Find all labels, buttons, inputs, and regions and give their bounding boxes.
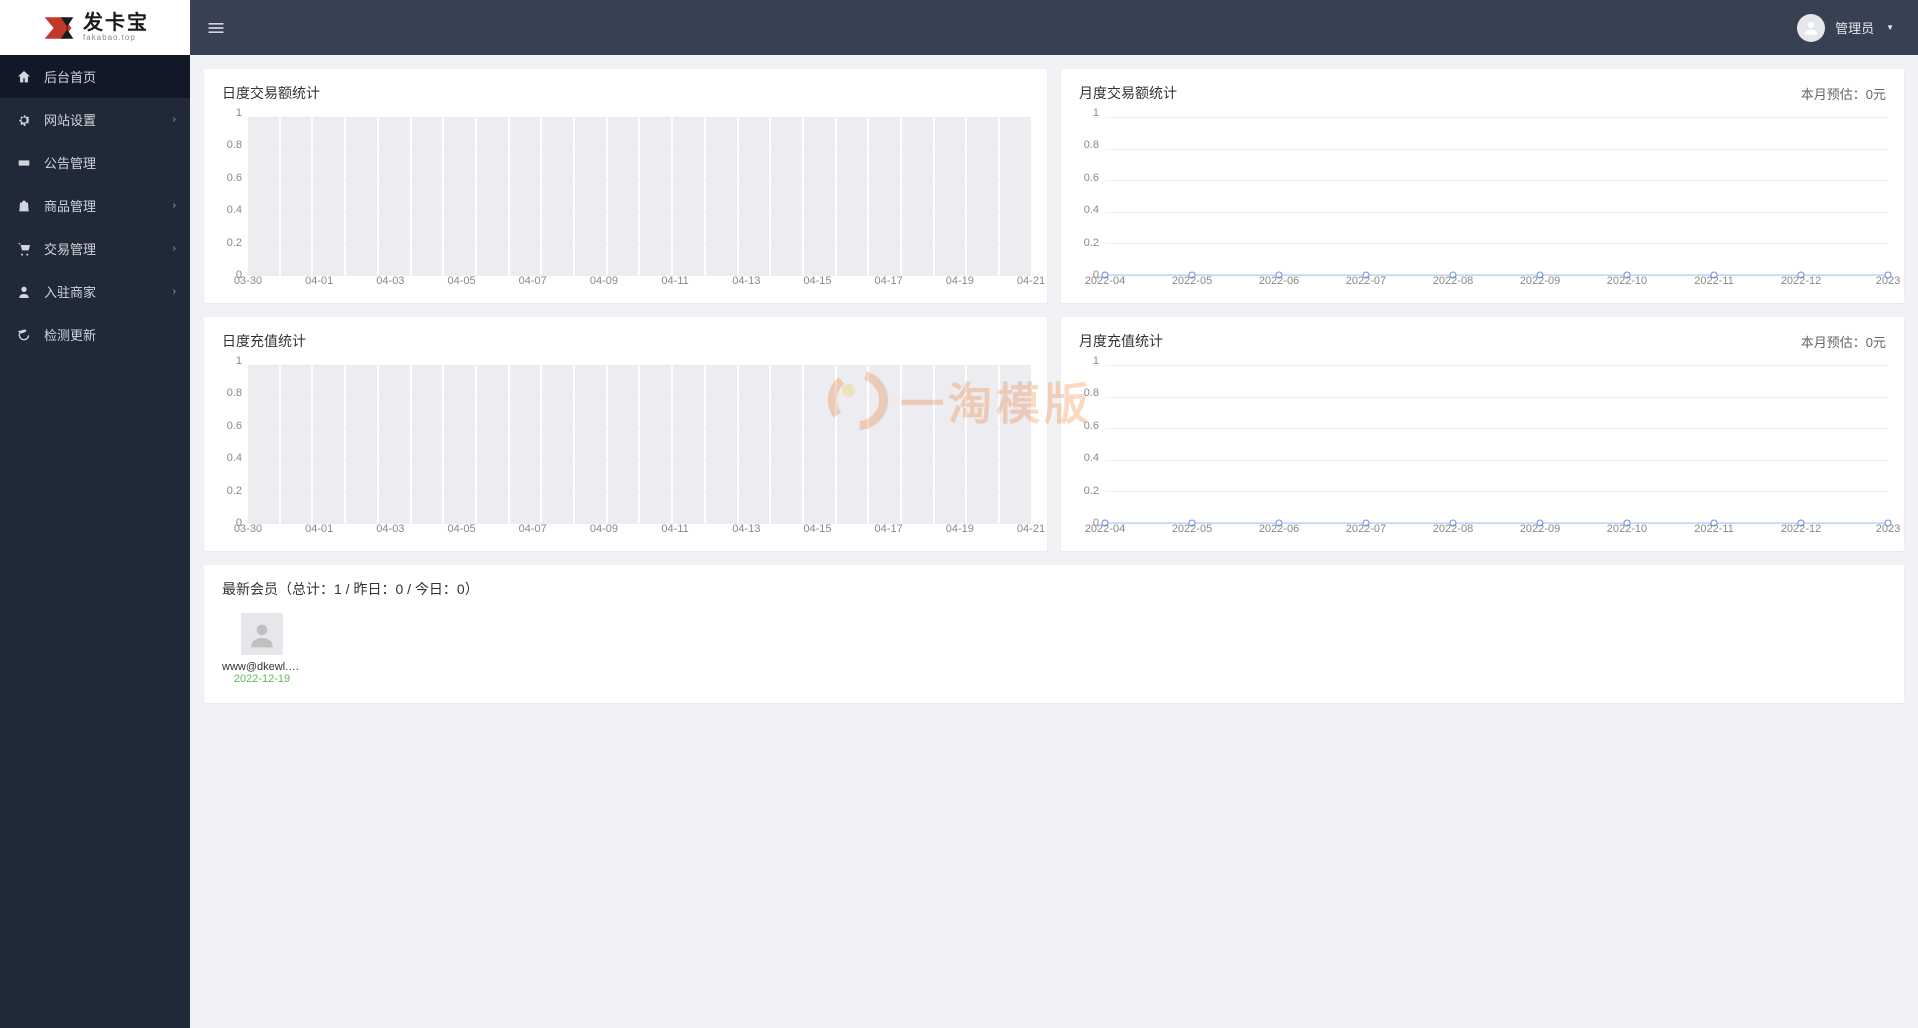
member-date: 2022-12-19: [234, 673, 290, 685]
monthly-tx-card: 月度交易额统计 本月预估：0元 00.20.40.60.812022-04202…: [1061, 69, 1904, 303]
gear-icon: [16, 112, 32, 128]
logo-mark-icon: [41, 10, 77, 46]
home-icon: [16, 69, 32, 85]
daily-recharge-card: 日度充值统计 00.20.40.60.8103-3004-0104-0304-0…: [204, 317, 1047, 551]
shopping-bag-icon: [16, 198, 32, 214]
sidebar-item-label: 商品管理: [44, 196, 96, 215]
member-avatar-icon: [241, 613, 283, 655]
chevron-right-icon: ›: [173, 200, 176, 211]
monthly-tx-title: 月度交易额统计: [1079, 83, 1177, 103]
sidebar-item-6[interactable]: 检测更新: [0, 313, 190, 356]
sidebar-item-label: 检测更新: [44, 325, 96, 344]
logo[interactable]: 发卡宝 fakabao.top: [0, 0, 190, 55]
monthly-recharge-extra: 本月预估：0元: [1801, 332, 1886, 351]
daily-recharge-title: 日度充值统计: [222, 331, 306, 351]
user-name-label: 管理员: [1835, 18, 1874, 37]
sidebar-item-4[interactable]: 交易管理 ›: [0, 227, 190, 270]
logo-title: 发卡宝: [83, 12, 149, 34]
daily-tx-card: 日度交易额统计 00.20.40.60.8103-3004-0104-0304-…: [204, 69, 1047, 303]
sidebar-item-3[interactable]: 商品管理 ›: [0, 184, 190, 227]
chevron-right-icon: ›: [173, 286, 176, 297]
sidebar-item-label: 入驻商家: [44, 282, 96, 301]
chevron-right-icon: ›: [173, 114, 176, 125]
monthly-tx-extra: 本月预估：0元: [1801, 84, 1886, 103]
daily-tx-chart: 00.20.40.60.8103-3004-0104-0304-0504-070…: [204, 113, 1047, 303]
members-card: 最新会员（总计：1 / 昨日：0 / 今日：0） www@dkewl.cor20…: [204, 565, 1904, 703]
sidebar-item-label: 后台首页: [44, 67, 96, 86]
menu-toggle-button[interactable]: [206, 18, 226, 38]
avatar-icon: [1797, 14, 1825, 42]
megaphone-icon: [16, 155, 32, 171]
members-title: 最新会员（总计：1 / 昨日：0 / 今日：0）: [222, 579, 1886, 599]
logo-subtitle: fakabao.top: [83, 34, 149, 43]
header: 管理员 ▼: [190, 0, 1918, 55]
user-menu[interactable]: 管理员 ▼: [1797, 14, 1902, 42]
cart-icon: [16, 241, 32, 257]
user-icon: [16, 284, 32, 300]
caret-down-icon: ▼: [1886, 23, 1894, 32]
members-list: www@dkewl.cor2022-12-19: [222, 613, 1886, 685]
sidebar-item-0[interactable]: 后台首页: [0, 55, 190, 98]
sidebar-item-1[interactable]: 网站设置 ›: [0, 98, 190, 141]
sidebar: 发卡宝 fakabao.top 后台首页网站设置›公告管理商品管理›交易管理›入…: [0, 0, 190, 1028]
sidebar-item-2[interactable]: 公告管理: [0, 141, 190, 184]
sidebar-nav: 后台首页网站设置 › 公告管理商品管理 › 交易管理 › 入驻商家 › 检测更新: [0, 55, 190, 356]
content-area: 日度交易额统计 00.20.40.60.8103-3004-0104-0304-…: [190, 55, 1918, 1028]
daily-recharge-chart: 00.20.40.60.8103-3004-0104-0304-0504-070…: [204, 361, 1047, 551]
sidebar-item-label: 公告管理: [44, 153, 96, 172]
refresh-icon: [16, 327, 32, 343]
sidebar-item-5[interactable]: 入驻商家 ›: [0, 270, 190, 313]
member-email: www@dkewl.cor: [222, 661, 302, 673]
sidebar-item-label: 网站设置: [44, 110, 96, 129]
chevron-right-icon: ›: [173, 243, 176, 254]
sidebar-item-label: 交易管理: [44, 239, 96, 258]
monthly-recharge-title: 月度充值统计: [1079, 331, 1163, 351]
member-item[interactable]: www@dkewl.cor2022-12-19: [222, 613, 302, 685]
monthly-recharge-card: 月度充值统计 本月预估：0元 00.20.40.60.812022-042022…: [1061, 317, 1904, 551]
monthly-recharge-chart: 00.20.40.60.812022-042022-052022-062022-…: [1061, 361, 1904, 551]
daily-tx-title: 日度交易额统计: [222, 83, 320, 103]
monthly-tx-chart: 00.20.40.60.812022-042022-052022-062022-…: [1061, 113, 1904, 303]
